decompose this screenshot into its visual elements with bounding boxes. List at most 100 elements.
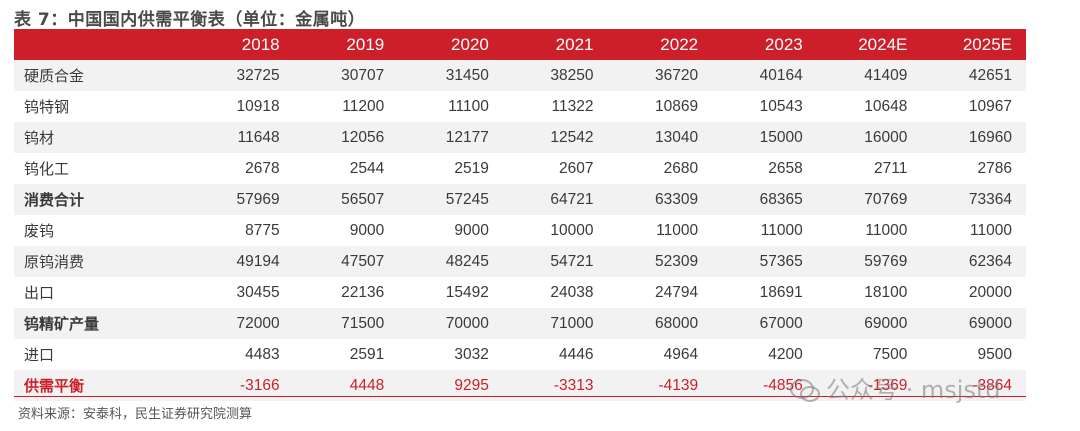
table-cell: 57969 (236, 190, 280, 208)
table-cell: 49194 (236, 252, 280, 270)
table-cell: 63309 (655, 190, 699, 208)
table-cell: 64721 (550, 190, 594, 208)
table-cell: 2591 (349, 345, 385, 363)
row-label: 废钨 (24, 222, 55, 240)
table-cell: 22136 (341, 283, 385, 301)
table-cell: 16000 (864, 128, 908, 146)
table-cell: 69000 (968, 314, 1012, 332)
table-cell: 8775 (245, 221, 280, 239)
supply-demand-table: 2018 2019 2020 2021 2022 2023 2024E 2025… (14, 29, 1026, 401)
table-row: 钨精矿产量 72000 71500 70000 71000 68000 67000 69000… (14, 308, 1026, 339)
row-label: 硬质合金 (24, 67, 85, 85)
table-cell: 68000 (655, 314, 699, 332)
table-cell: 11000 (970, 221, 1012, 239)
header-cell-2018: 2018 (241, 34, 280, 54)
watermark-text: 公众号 · msjstd (826, 376, 1001, 404)
table-cell: -3166 (239, 376, 280, 394)
table-cell: 52309 (655, 252, 699, 270)
table-bottom-rule (14, 396, 1026, 397)
table-cell: 67000 (759, 314, 803, 332)
table-cell: 32725 (236, 66, 280, 84)
table-row: 硬质合金 32725 30707 31450 38250 36720 40164 41409 4… (14, 60, 1026, 91)
table-cell: 70000 (445, 314, 489, 332)
table-cell: 11000 (656, 221, 699, 239)
table-cell: 59769 (864, 252, 908, 270)
header-cell-label (14, 29, 189, 60)
table-cell: 2544 (349, 159, 385, 177)
table-cell: 71000 (550, 314, 594, 332)
table-cell: 15000 (759, 128, 803, 146)
table-cell: 30455 (236, 283, 280, 301)
table-cell: 4483 (245, 345, 280, 363)
table-cell: -1369 (867, 376, 908, 394)
table-cell: 47507 (341, 252, 385, 270)
header-cell-2025e: 2025E (962, 34, 1012, 54)
table-row: 出口 30455 22136 15492 24038 24794 18691 18100 200… (14, 277, 1026, 308)
table-cell: 10869 (655, 97, 699, 115)
table-cell: 11322 (551, 97, 594, 115)
table-cell: 4200 (768, 345, 803, 363)
table-cell: 11100 (448, 97, 489, 115)
row-label: 消费合计 (24, 191, 85, 209)
header-cell-2023: 2023 (764, 34, 803, 54)
table-cell: -4139 (658, 376, 699, 394)
row-label: 钨特钢 (24, 98, 70, 116)
table-cell: 9000 (349, 221, 385, 239)
table-cell: 3032 (454, 345, 489, 363)
table-row: 进口 4483 2591 3032 4446 4964 4200 7500 9500 (14, 339, 1026, 370)
table-cell: 72000 (236, 314, 280, 332)
table-cell: 18691 (759, 283, 803, 301)
table-cell: 31450 (445, 66, 489, 84)
table-cell: 2607 (559, 159, 594, 177)
table-cell: 10918 (236, 97, 280, 115)
header-cell-2024e: 2024E (858, 34, 908, 54)
table-cell: 7500 (872, 345, 908, 363)
table-row: 钨特钢 10918 11200 11100 11322 10869 10543 10648 10… (14, 91, 1026, 122)
row-label: 供需平衡 (24, 377, 85, 395)
table-cell: 10648 (864, 97, 908, 115)
table-cell: 70769 (864, 190, 908, 208)
table-cell: 12177 (445, 128, 489, 146)
wechat-icon (790, 378, 820, 404)
table-cell: 62364 (968, 252, 1012, 270)
table-cell: -3864 (972, 376, 1012, 394)
table-cell: 11000 (865, 221, 908, 239)
table-cell: 12542 (550, 128, 594, 146)
table-cell: 18100 (864, 283, 908, 301)
table-cell: 10967 (968, 97, 1012, 115)
source-note: 资料来源：安泰科，民生证券研究院测算 (18, 407, 253, 422)
table-title: 表 7：中国国内供需平衡表（单位：金属吨） (14, 10, 366, 30)
table-cell: 54721 (550, 252, 594, 270)
table-cell: 24038 (550, 283, 594, 301)
table-cell: 9295 (454, 376, 489, 394)
table-row: 废钨 8775 9000 9000 10000 11000 11000 11000 11000 (14, 215, 1026, 246)
table-row: 钨材 11648 12056 12177 12542 13040 15000 16000 169… (14, 122, 1026, 153)
table-cell: 2658 (768, 159, 803, 177)
header-cell-2021: 2021 (555, 34, 594, 54)
table-cell: 68365 (759, 190, 803, 208)
row-label: 出口 (24, 284, 55, 302)
table-cell: 15492 (445, 283, 489, 301)
header-cell-2019: 2019 (346, 34, 385, 54)
table-cell: 71500 (341, 314, 385, 332)
row-label: 钨化工 (24, 160, 70, 178)
table-cell: 57365 (759, 252, 803, 270)
table-cell: 11648 (237, 128, 280, 146)
table-cell: 42651 (968, 66, 1012, 84)
table-cell: 9500 (977, 345, 1012, 363)
table-cell: 73364 (968, 190, 1012, 208)
table-cell: 20000 (968, 283, 1012, 301)
table-cell: 4448 (349, 376, 385, 394)
row-label: 钨材 (24, 129, 55, 147)
table-header-row: 2018 2019 2020 2021 2022 2023 2024E 2025… (14, 29, 1026, 60)
table-cell: 41409 (864, 66, 908, 84)
table-cell: 40164 (759, 66, 803, 84)
table-row: 钨化工 2678 2544 2519 2607 2680 2658 2711 2786 (14, 153, 1026, 184)
table-cell: 56507 (341, 190, 385, 208)
header-cell-2020: 2020 (451, 34, 489, 54)
row-label: 钨精矿产量 (24, 315, 100, 333)
table-cell: 36720 (655, 66, 699, 84)
table-cell: 2711 (874, 159, 908, 177)
table-cell: 11200 (342, 97, 385, 115)
row-label: 原钨消费 (24, 253, 85, 271)
